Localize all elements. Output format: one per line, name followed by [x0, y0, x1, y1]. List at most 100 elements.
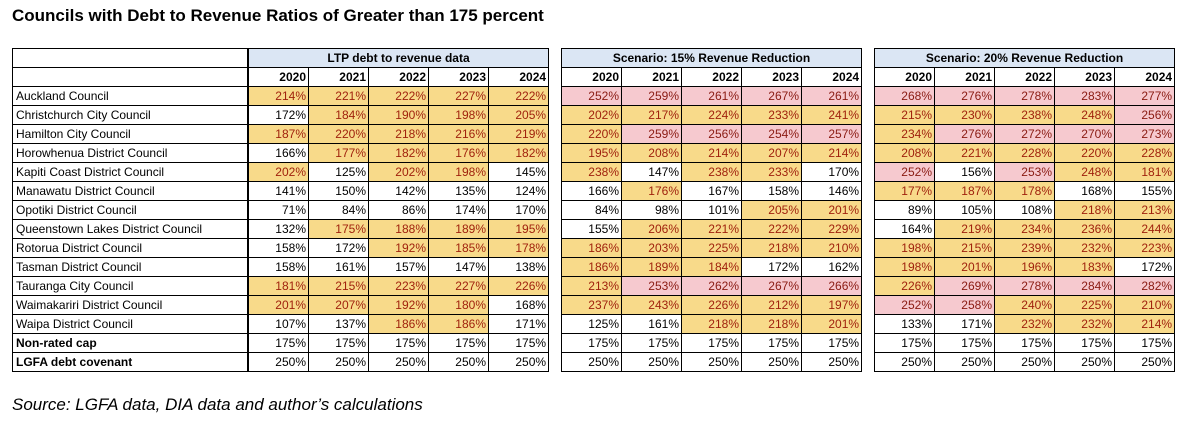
council-name: Christchurch City Council: [12, 105, 248, 125]
ratio-cell: 268%: [874, 86, 935, 106]
ratio-cell: 132%: [248, 219, 309, 239]
ratio-cell: 192%: [368, 238, 429, 258]
table-row: 252% 258% 240% 225% 210%: [874, 295, 1176, 315]
ratio-cell: 203%: [621, 238, 682, 258]
ratio-cell: 276%: [934, 86, 995, 106]
council-name: Auckland Council: [12, 86, 248, 106]
ratio-cell: 250%: [800, 352, 863, 372]
ratio-cell: 196%: [994, 257, 1055, 277]
ratio-cell: 175%: [248, 333, 309, 353]
table-row: 215% 230% 238% 248% 256%: [874, 105, 1176, 125]
ratio-cell: 220%: [561, 124, 622, 144]
year-header: 2021: [621, 67, 682, 87]
table-row: Christchurch City Council: [12, 105, 248, 125]
ratio-cell: 86%: [368, 200, 429, 220]
table-row: 166% 176% 167% 158% 146%: [561, 181, 863, 201]
ratio-cell: 250%: [487, 352, 550, 372]
ratio-cell: 172%: [308, 238, 369, 258]
table-row: Rotorua District Council: [12, 238, 248, 258]
ratio-cell: 250%: [934, 352, 995, 372]
ratio-cell: 156%: [934, 162, 995, 182]
year-header: 2021: [308, 67, 369, 87]
ratio-cell: 237%: [561, 295, 622, 315]
table-row: Tasman District Council: [12, 257, 248, 277]
ratio-cell: 223%: [368, 276, 429, 296]
ratio-cell: 213%: [561, 276, 622, 296]
table-row: 155% 206% 221% 222% 229%: [561, 219, 863, 239]
ratio-cell: 238%: [994, 105, 1055, 125]
table-row: 89% 105% 108% 218% 213%: [874, 200, 1176, 220]
ratio-cell: 218%: [741, 238, 802, 258]
table-row: 250% 250% 250% 250% 250%: [561, 352, 863, 372]
table-row: 234% 276% 272% 270% 273%: [874, 124, 1176, 144]
ratio-cell: 241%: [800, 105, 863, 125]
ratio-cell: 208%: [874, 143, 935, 163]
year-header: 2021: [934, 67, 995, 87]
ratio-cell: 198%: [428, 105, 489, 125]
ratio-cell: 107%: [248, 314, 309, 334]
ratio-cell: 220%: [1054, 143, 1115, 163]
ratio-cell: 166%: [561, 181, 622, 201]
ratio-cell: 270%: [1054, 124, 1115, 144]
ratio-cell: 177%: [874, 181, 935, 201]
ratio-cell: 184%: [308, 105, 369, 125]
ratio-cell: 215%: [308, 276, 369, 296]
ratio-cell: 278%: [994, 86, 1055, 106]
table-row: Waimakariri District Council: [12, 295, 248, 315]
ratio-cell: 250%: [1054, 352, 1115, 372]
ratio-cell: 175%: [561, 333, 622, 353]
ratio-cell: 277%: [1113, 86, 1176, 106]
ratio-cell: 170%: [487, 200, 550, 220]
year-header: 2022: [681, 67, 742, 87]
ratio-cell: 284%: [1054, 276, 1115, 296]
table-row: Auckland Council: [12, 86, 248, 106]
ratio-cell: 232%: [994, 314, 1055, 334]
group-header: Scenario: 20% Revenue Reduction: [873, 48, 1176, 68]
ratio-cell: 178%: [994, 181, 1055, 201]
ratio-cell: 145%: [487, 162, 550, 182]
ratio-cell: 178%: [487, 238, 550, 258]
year-header: 2024: [487, 67, 550, 87]
ratio-cell: 218%: [681, 314, 742, 334]
ratio-cell: 210%: [800, 238, 863, 258]
table-row: 198% 201% 196% 183% 172%: [874, 257, 1176, 277]
ratio-cell: 201%: [800, 314, 863, 334]
ratio-cell: 175%: [994, 333, 1055, 353]
ratio-cell: 282%: [1113, 276, 1176, 296]
ratio-cell: 175%: [874, 333, 935, 353]
ratio-cell: 214%: [800, 143, 863, 163]
ratio-cell: 225%: [1054, 295, 1115, 315]
ratio-cell: 172%: [1113, 257, 1176, 277]
table-row: 208% 221% 228% 220% 228%: [874, 143, 1176, 163]
group-header: LTP debt to revenue data: [247, 48, 550, 68]
table-row: 175% 175% 175% 175% 175%: [561, 333, 863, 353]
council-name: Waimakariri District Council: [12, 295, 248, 315]
ratio-cell: 210%: [1113, 295, 1176, 315]
ratio-cell: 161%: [621, 314, 682, 334]
ratio-cell: 221%: [934, 143, 995, 163]
table-row: 175% 175% 175% 175% 175%: [248, 333, 550, 353]
ratio-cell: 261%: [800, 86, 863, 106]
ratio-cell: 212%: [741, 295, 802, 315]
table-row: Non-rated cap: [12, 333, 248, 353]
ratio-cell: 161%: [308, 257, 369, 277]
ratio-cell: 214%: [248, 86, 309, 106]
ratio-cell: 259%: [621, 86, 682, 106]
table-row: 132% 175% 188% 189% 195%: [248, 219, 550, 239]
ratio-cell: 220%: [308, 124, 369, 144]
ratio-cell: 221%: [681, 219, 742, 239]
ratio-cell: 175%: [368, 333, 429, 353]
ltp-data-table: LTP debt to revenue data 2020 2021 2022 2023…: [247, 48, 550, 372]
ratio-cell: 252%: [874, 162, 935, 182]
ratio-cell: 155%: [1113, 181, 1176, 201]
council-name: Kapiti Coast District Council: [12, 162, 248, 182]
ratio-cell: 187%: [248, 124, 309, 144]
ratio-cell: 207%: [308, 295, 369, 315]
table-row: 201% 207% 192% 180% 168%: [248, 295, 550, 315]
ratio-cell: 171%: [934, 314, 995, 334]
ratio-cell: 206%: [621, 219, 682, 239]
ratio-cell: 254%: [741, 124, 802, 144]
ratio-cell: 205%: [741, 200, 802, 220]
table-row: 71% 84% 86% 174% 170%: [248, 200, 550, 220]
year-row: 2020 2021 2022 2023 2024: [248, 67, 550, 87]
